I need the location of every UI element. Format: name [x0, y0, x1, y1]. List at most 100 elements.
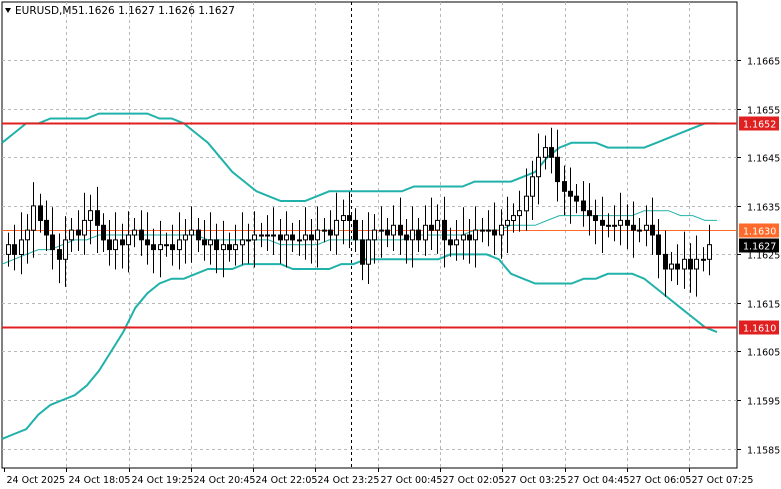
- candle-body: [461, 234, 466, 241]
- candle: [38, 193, 43, 233]
- candle: [404, 219, 409, 264]
- candle-body: [113, 239, 118, 251]
- candle-body: [246, 239, 251, 242]
- candle-body: [322, 229, 327, 232]
- candle-body: [600, 219, 605, 226]
- candle: [372, 214, 377, 264]
- candle: [202, 220, 207, 261]
- candle-body: [631, 224, 636, 231]
- x-tick-label: 27 Oct 02:05: [443, 475, 505, 486]
- dropdown-arrow-icon[interactable]: [5, 8, 11, 13]
- candle-body: [530, 176, 535, 197]
- candle-body: [151, 244, 156, 251]
- candle-body: [145, 239, 150, 246]
- candle-body: [473, 229, 478, 241]
- candle-body: [334, 219, 339, 236]
- y-tick-label: 1.1645: [747, 154, 780, 165]
- level-label: 1.1630: [743, 227, 776, 238]
- candle: [132, 218, 137, 248]
- candle: [120, 223, 125, 269]
- candle-body: [303, 234, 308, 241]
- candle: [353, 208, 358, 252]
- candle: [158, 220, 163, 278]
- candle: [44, 200, 49, 251]
- candle: [675, 244, 680, 285]
- candle-body: [379, 229, 384, 232]
- candle-body: [423, 224, 428, 241]
- candle: [593, 199, 598, 245]
- candle: [315, 206, 320, 268]
- candle: [341, 199, 346, 245]
- candle: [113, 212, 118, 270]
- candle-body: [271, 234, 276, 237]
- candle: [240, 212, 245, 265]
- candle: [435, 204, 440, 254]
- candle-body: [25, 229, 30, 241]
- candle-body: [549, 147, 554, 158]
- candle: [366, 212, 371, 284]
- candle-body: [543, 147, 548, 158]
- ohlc-values: 1.1626 1.1627 1.1626 1.1627: [78, 5, 235, 17]
- candle-body: [625, 219, 630, 226]
- candle: [486, 210, 491, 247]
- candle-body: [328, 229, 333, 236]
- current-price-label: 1.1627: [743, 242, 776, 253]
- candle-body: [467, 234, 472, 241]
- candle: [682, 231, 687, 289]
- candle: [600, 196, 605, 253]
- candle-body: [158, 244, 163, 251]
- candle-body: [581, 200, 586, 212]
- candle-body: [416, 229, 421, 241]
- candle-body: [12, 244, 17, 255]
- candle-body: [637, 229, 642, 232]
- candle-body: [252, 234, 257, 241]
- candle: [631, 201, 636, 258]
- candle-body: [650, 224, 655, 236]
- candle: [530, 160, 535, 220]
- candle-body: [574, 195, 579, 202]
- candle: [322, 218, 327, 243]
- candle: [644, 205, 649, 247]
- candle: [252, 211, 257, 268]
- candle: [57, 233, 62, 284]
- candle-body: [536, 156, 541, 178]
- candle-body: [31, 205, 36, 231]
- candle: [423, 205, 428, 256]
- candle-body: [297, 239, 302, 242]
- candle: [69, 218, 74, 252]
- candle: [379, 206, 384, 258]
- candle: [6, 232, 11, 267]
- candle: [50, 207, 55, 270]
- x-tick-label: 24 Oct 22:05: [256, 475, 318, 486]
- candle: [480, 218, 485, 243]
- x-tick-label: 27 Oct 03:25: [505, 475, 567, 486]
- level-label: 1.1610: [743, 324, 776, 335]
- candle-body: [568, 190, 573, 197]
- candle-body: [612, 224, 617, 227]
- candle-body: [480, 229, 485, 232]
- candle-body: [486, 229, 491, 232]
- candle: [297, 220, 302, 256]
- candle-body: [341, 215, 346, 222]
- candle-body: [606, 224, 611, 227]
- candle-body: [524, 195, 529, 212]
- candle: [707, 224, 712, 276]
- y-tick-label: 1.1595: [747, 397, 780, 408]
- candle: [170, 224, 175, 266]
- candle: [309, 219, 314, 264]
- candle-body: [669, 263, 674, 270]
- x-tick-label: 27 Oct 00:45: [381, 475, 443, 486]
- candle-body: [701, 258, 706, 261]
- candle: [221, 220, 226, 278]
- candle: [95, 186, 100, 253]
- candle-body: [259, 234, 264, 237]
- candle: [701, 247, 706, 272]
- candle-body: [644, 224, 649, 231]
- candle-body: [663, 253, 668, 270]
- x-tick-label: 24 Oct 23:25: [318, 475, 380, 486]
- candle: [391, 205, 396, 251]
- y-tick-label: 1.1585: [747, 446, 780, 457]
- candle: [183, 219, 188, 264]
